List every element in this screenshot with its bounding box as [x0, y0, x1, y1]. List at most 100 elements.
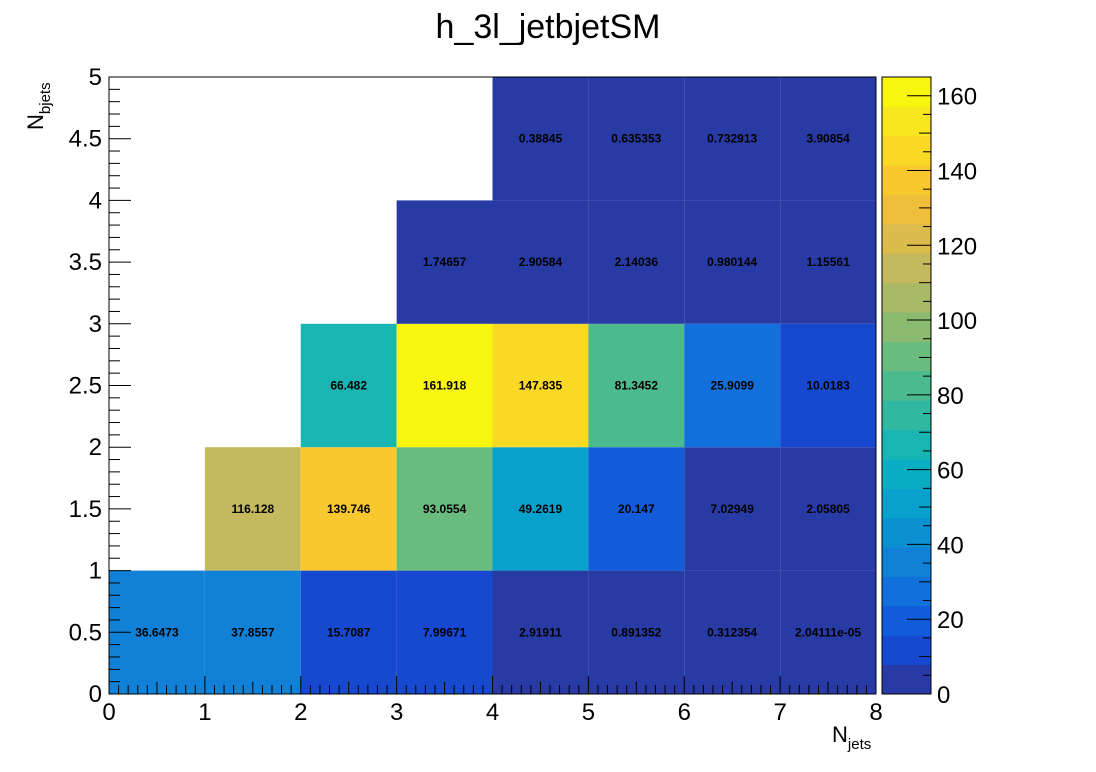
- heatmap-cell: [588, 447, 685, 571]
- cell-value-label: 116.128: [231, 502, 274, 516]
- y-tick-label: 3.5: [69, 249, 102, 276]
- heatmap-cell: [492, 570, 589, 694]
- cell-value-label: 147.835: [519, 379, 563, 393]
- cell-value-label: 93.0554: [423, 502, 467, 516]
- color-scale-swatch: [882, 341, 931, 372]
- cell-value-label: 25.9099: [710, 379, 754, 393]
- cell-value-label: 10.0183: [806, 379, 850, 393]
- cell-value-label: 2.91911: [519, 625, 562, 639]
- color-scale-bar: [881, 76, 932, 695]
- heatmap-cell: [300, 570, 397, 694]
- color-scale-swatch: [882, 77, 931, 107]
- heatmap-cell: [588, 570, 685, 694]
- x-tick-label: 8: [869, 699, 882, 726]
- color-scale-axis: 0 20 40 60 80 100 120 140 160: [907, 76, 977, 709]
- heatmap-cell: [780, 77, 876, 201]
- heatmap-cell: [396, 570, 493, 694]
- color-scale-swatch: [882, 547, 931, 577]
- heatmap-cell: [204, 447, 301, 571]
- y-tick-label: 1.5: [69, 496, 102, 523]
- cell-value-label: 2.90584: [519, 255, 563, 269]
- heatmap-cell: [780, 323, 876, 448]
- color-scale-swatch: [882, 194, 931, 225]
- x-axis-title-main: N: [832, 722, 848, 747]
- y-tick-label: 0: [89, 681, 102, 708]
- y-tick-label: 0.5: [69, 619, 102, 646]
- color-scale-swatch: [882, 576, 931, 607]
- cell-value-label: 2.05805: [806, 502, 850, 516]
- cell-value-label: 36.6473: [135, 625, 179, 639]
- heatmap-cell: [300, 323, 397, 448]
- heatmap-cell: [684, 323, 781, 448]
- cell-value-label: 37.8557: [231, 625, 275, 639]
- color-scale-swatch: [882, 135, 931, 166]
- color-scale-swatch: [882, 370, 931, 401]
- cell-value-label: 3.90854: [806, 132, 850, 146]
- x-axis-title: Njets: [832, 722, 871, 753]
- heatmap-cell: [780, 570, 876, 694]
- cell-value-label: 7.02949: [710, 502, 754, 516]
- z-tick-label: 20: [937, 607, 964, 634]
- cell-value-label: 7.99671: [423, 625, 467, 639]
- x-tick-label: 4: [486, 699, 499, 726]
- heatmap-cell: [492, 323, 589, 448]
- heatmap-cell: [588, 77, 685, 201]
- color-scale-swatch: [882, 400, 931, 431]
- z-tick-label: 160: [937, 84, 977, 111]
- z-tick-label: 100: [937, 308, 977, 335]
- x-tick-label: 5: [582, 699, 595, 726]
- z-tick-label: 80: [937, 383, 964, 410]
- z-tick-label: 120: [937, 233, 977, 260]
- cell-value-label: 1.15561: [806, 255, 850, 269]
- cell-value-label: 0.38845: [519, 132, 563, 146]
- color-scale-swatch: [882, 312, 931, 342]
- z-tick-label: 140: [937, 158, 977, 185]
- y-axis-title-main: N: [23, 114, 48, 130]
- cell-value-label: 2.14036: [615, 255, 659, 269]
- chart-title: h_3l_jetbjetSM: [436, 8, 661, 46]
- x-tick-label: 6: [678, 699, 691, 726]
- cell-value-label: 0.891352: [611, 625, 661, 639]
- cell-value-label: 20.147: [618, 502, 655, 516]
- color-scale-swatch: [882, 664, 931, 695]
- heatmap-cell: [684, 447, 781, 571]
- heatmap-cell: [300, 447, 397, 571]
- heatmap-cell: [396, 447, 493, 571]
- z-tick-label: 60: [937, 458, 964, 485]
- cell-value-label: 0.635353: [611, 132, 661, 146]
- y-tick-label: 1: [89, 558, 102, 585]
- x-tick-label: 1: [198, 699, 211, 726]
- color-scale-swatch: [882, 429, 931, 460]
- cell-value-label: 15.7087: [327, 625, 371, 639]
- y-tick-label: 2.5: [69, 373, 102, 400]
- color-scale-swatch: [882, 517, 931, 548]
- cell-value-label: 0.312354: [707, 625, 757, 639]
- color-scale-swatch: [882, 223, 931, 254]
- heatmap-cell: [684, 200, 781, 324]
- y-axis: 0 0.5 1 1.5 2 2.5 3 3.5 4 4.5 5: [69, 64, 131, 708]
- y-tick-label: 4: [89, 187, 102, 214]
- color-scale-swatch: [882, 635, 931, 666]
- heatmap-cell: [204, 570, 301, 694]
- z-tick-label: 40: [937, 532, 964, 559]
- heatmap-cell: [780, 200, 876, 324]
- y-tick-label: 5: [89, 64, 102, 91]
- heatmap-cell: [588, 200, 685, 324]
- color-scale-swatch: [882, 605, 931, 636]
- cell-value-label: 66.482: [330, 379, 367, 393]
- cell-value-labels: 36.6473 37.8557 15.7087 7.99671 2.91911 0.891…: [135, 132, 861, 640]
- heatmap-cell: [684, 570, 781, 694]
- x-tick-label: 2: [294, 699, 307, 726]
- x-axis-title-sub: jets: [847, 736, 871, 753]
- x-tick-label: 7: [773, 699, 786, 726]
- cell-value-label: 2.04111e-05: [795, 625, 861, 639]
- cell-value-label: 1.74657: [423, 255, 467, 269]
- x-axis: 0 1 2 3 4 5 6 7 8: [102, 676, 883, 726]
- color-scale-frame: [881, 76, 932, 695]
- x-tick-label: 3: [390, 699, 403, 726]
- y-tick-label: 2: [89, 434, 102, 461]
- heatmap-cell: [492, 447, 589, 571]
- color-scale-swatch: [882, 106, 931, 137]
- cell-value-label: 49.2619: [519, 502, 563, 516]
